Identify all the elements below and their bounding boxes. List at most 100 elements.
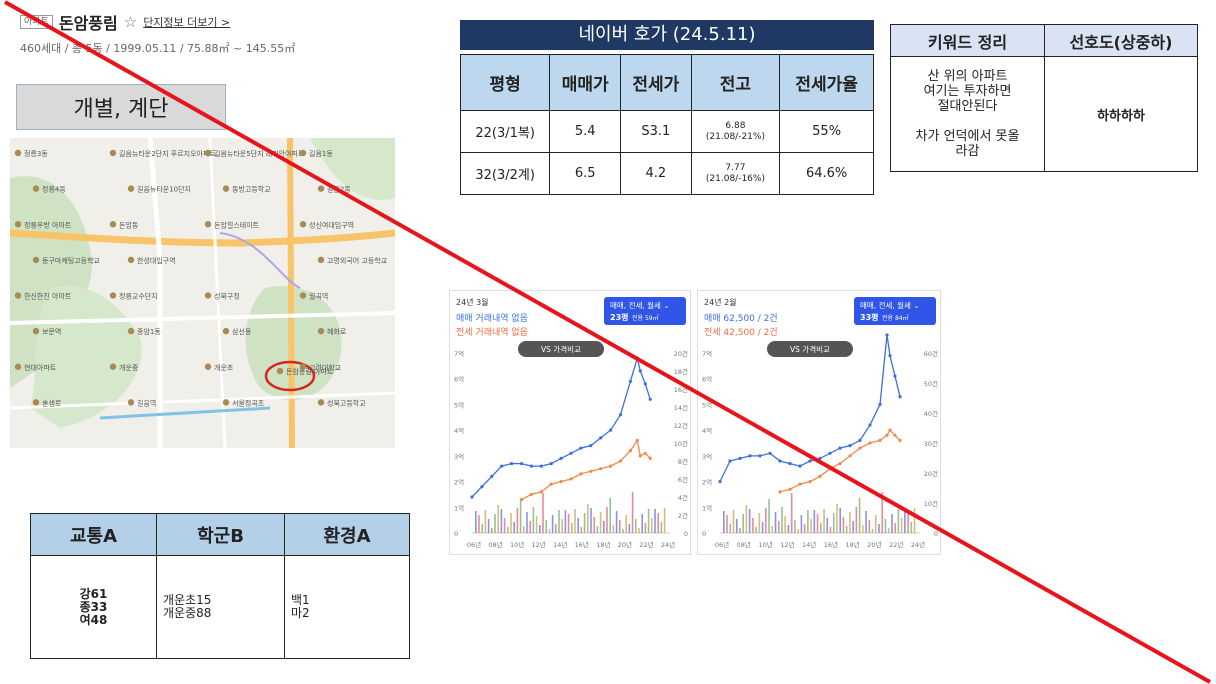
y2-tick-label: 40건	[924, 409, 938, 418]
volume-bar	[887, 528, 890, 533]
data-point	[828, 467, 832, 471]
volume-bar	[564, 510, 567, 533]
map-pin-icon	[299, 149, 307, 157]
memo-line: 여기는 투자하면	[923, 84, 1012, 99]
map-label: 개운초	[214, 363, 234, 372]
map-label: 삼선동	[232, 327, 252, 336]
volume-bar	[907, 513, 909, 533]
volume-bar	[865, 511, 867, 533]
y-tick-label: 5억	[702, 401, 712, 409]
volume-bar	[529, 521, 531, 533]
size-label: 23평	[610, 312, 629, 322]
data-point	[549, 482, 553, 486]
volume-bar	[555, 524, 557, 533]
star-icon[interactable]: ☆	[123, 13, 138, 31]
map-label: 길음뉴타운5단지 래미안아파트	[214, 149, 305, 158]
volume-bar	[790, 493, 793, 533]
volume-bar	[654, 509, 656, 533]
map-pin-icon	[299, 363, 307, 370]
more-info-link[interactable]: 단지정보 더보기 >	[143, 16, 231, 29]
col-school: 학군B	[156, 513, 285, 556]
data-point	[635, 356, 639, 360]
transport-item: 강61	[79, 586, 108, 601]
y2-tick-label: 8건	[678, 457, 688, 466]
volume-bar	[491, 528, 493, 533]
volume-bar	[797, 529, 799, 533]
score-table: 교통A 학군B 환경A 강61 종33 여48 개운초15 개운중88 백1 마…	[30, 513, 410, 659]
map-label: 보문역	[42, 327, 61, 336]
data-point	[648, 456, 652, 460]
map-pin-icon	[222, 327, 230, 335]
data-point	[818, 474, 822, 478]
volume-bar	[829, 527, 832, 533]
y2-tick-label: 16건	[674, 385, 688, 394]
col-keywords: 키워드 정리	[890, 24, 1045, 57]
volume-bar	[784, 516, 787, 533]
volume-bar	[871, 529, 874, 533]
data-point	[858, 438, 862, 442]
high-note: (21.08/-21%)	[705, 131, 765, 142]
data-point	[539, 464, 543, 468]
volume-bar	[904, 509, 906, 533]
y-tick-label: 4억	[454, 427, 464, 435]
volume-bar	[781, 507, 783, 533]
map-pin-icon	[109, 221, 117, 228]
y2-tick-label: 14건	[674, 403, 688, 412]
main-road	[287, 138, 295, 448]
data-point	[635, 438, 639, 442]
map-label: 돈암동	[119, 221, 139, 229]
col-size: 평형	[459, 54, 551, 111]
y2-tick-label: 10건	[674, 439, 688, 448]
data-point	[885, 433, 889, 437]
volume-bar	[881, 492, 884, 533]
data-point	[579, 446, 583, 450]
y-tick-label: 5억	[454, 401, 464, 409]
map-pin-icon	[317, 327, 325, 335]
chart-period: 24년 2월	[704, 297, 737, 307]
filter-label: 매매, 전세, 월세 ⌄	[860, 300, 920, 310]
volume-bar	[913, 508, 916, 533]
volume-bar	[832, 513, 835, 533]
volume-bar	[507, 527, 509, 533]
cell-size: 32(3/2계)	[459, 152, 551, 195]
map-pin-icon	[14, 292, 22, 299]
price-table-title: 네이버 호가 (24.5.11)	[460, 20, 874, 50]
map-label: 월곡역	[309, 292, 328, 301]
environment-item: 마2	[291, 606, 310, 620]
data-point	[778, 459, 782, 463]
data-point	[599, 436, 603, 440]
area-map[interactable]: 정릉3동 길음뉴타운2단지 푸르지오아파트 길음뉴타운5단지 래미안아파트 길음1동 정…	[10, 138, 395, 448]
data-point	[609, 428, 613, 432]
map-label: 정릉3동	[24, 149, 48, 158]
y-tick-label: 3억	[454, 453, 464, 461]
volume-bar	[660, 522, 663, 533]
chart-period: 24년 3월	[456, 297, 489, 307]
x-tick-label: 06년	[467, 540, 481, 549]
cell-high: 7.77 (21.08/-16%)	[690, 152, 781, 195]
sale-summary: 매매 62,500 / 2건	[704, 313, 778, 324]
map-label: 돈암힐스테이트	[214, 220, 260, 229]
volume-bar	[774, 512, 777, 533]
x-tick-label: 22년	[639, 540, 653, 549]
data-point	[559, 456, 563, 460]
map-label: 성북고등학교	[327, 398, 366, 407]
volume-bar	[580, 527, 583, 533]
y-tick-label: 6억	[454, 376, 464, 384]
volume-bar	[839, 508, 841, 533]
price-chart-33[interactable]: 24년 2월 매매 62,500 / 2건 전세 42,500 / 2건 매매, 전세…	[697, 290, 941, 555]
price-chart-23[interactable]: 24년 3월 매매 거래내역 없음 전세 거래내역 없음 매매, 전세, 월세 ⌄ 23…	[449, 290, 691, 555]
map-label: 서울정곡초	[232, 398, 265, 407]
volume-bar	[891, 514, 893, 533]
volume-bar	[807, 510, 809, 533]
volume-bar	[826, 518, 829, 533]
x-tick-label: 22년	[889, 540, 903, 549]
y-tick-label: 7억	[702, 350, 712, 358]
data-point	[768, 451, 772, 455]
data-point	[868, 423, 872, 427]
volume-bar	[868, 520, 871, 533]
map-pin-icon	[14, 149, 22, 157]
volume-bar	[897, 509, 900, 533]
volume-bar	[729, 524, 732, 533]
data-point	[609, 464, 613, 468]
volume-bar	[787, 525, 790, 533]
